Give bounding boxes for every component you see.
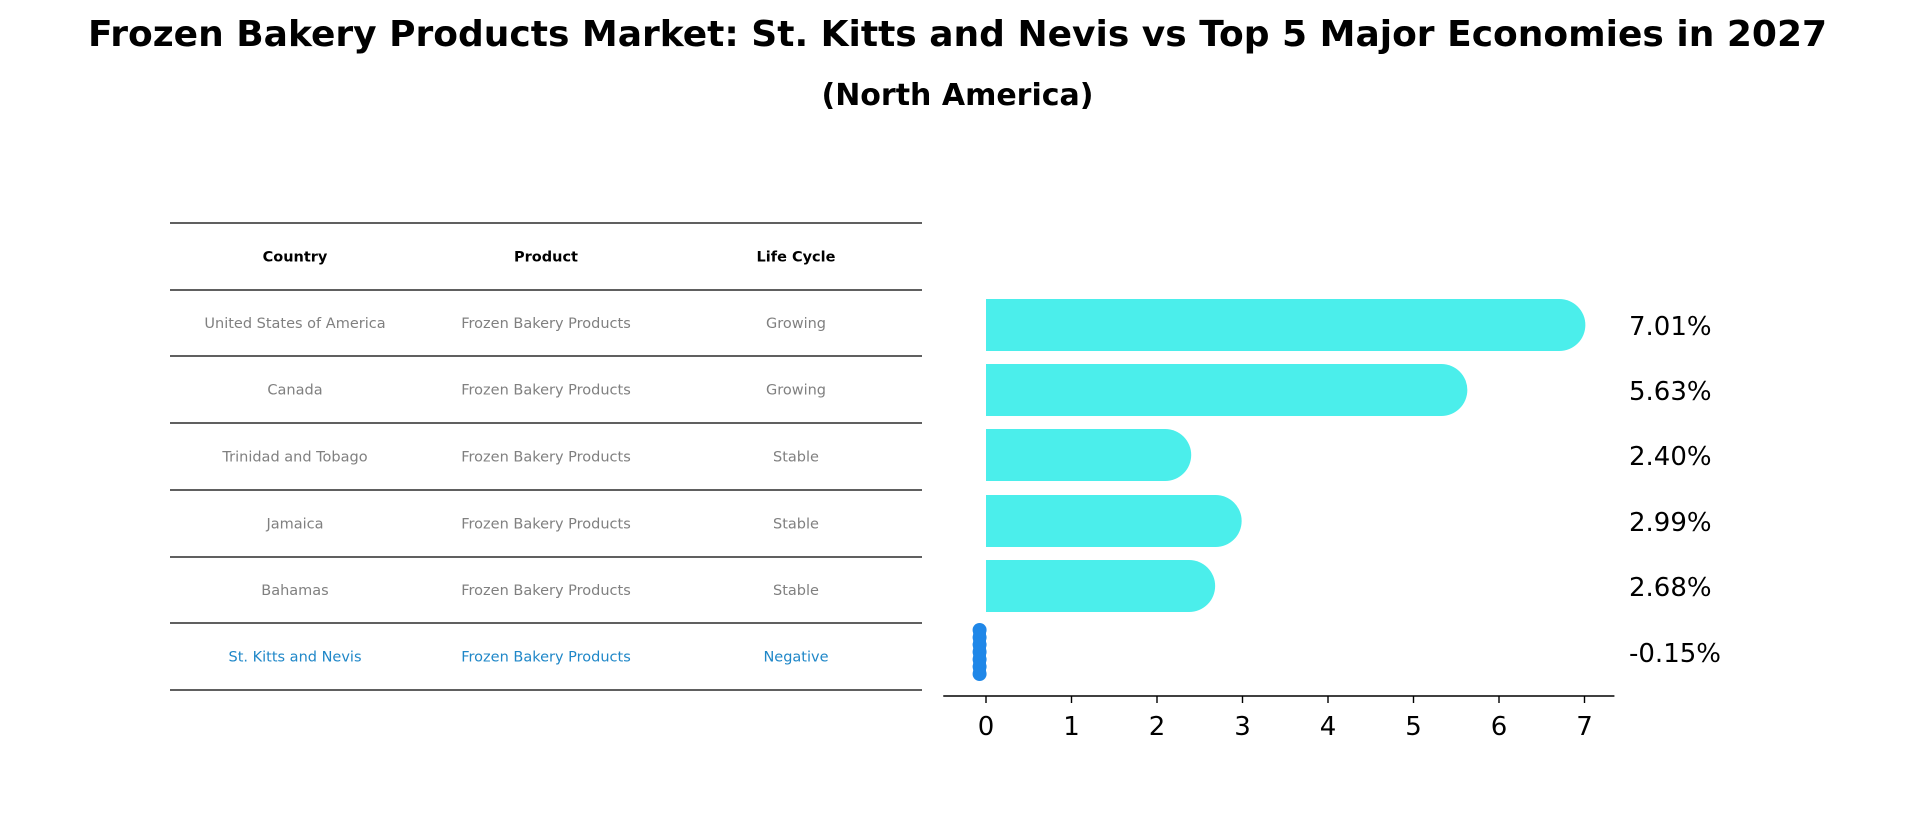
x-tick-label: 4 (1320, 712, 1337, 742)
x-tick-label: 5 (1405, 712, 1422, 742)
x-tick-label: 2 (1149, 712, 1166, 742)
x-tick-label: 0 (978, 712, 995, 742)
bar-value-label: -0.15% (1629, 639, 1721, 669)
table-cell-life-cycle: Growing (766, 316, 826, 332)
table-cell-country: Bahamas (261, 583, 328, 599)
x-tick-label: 3 (1234, 712, 1251, 742)
chart-subtitle: (North America) (821, 78, 1094, 113)
table-cell-product: Frozen Bakery Products (461, 450, 631, 466)
table-cell-product: Frozen Bakery Products (461, 383, 631, 399)
bar (986, 299, 1586, 351)
table-cell-country: United States of America (204, 316, 385, 332)
bar (986, 364, 1468, 416)
table-cell-product: Frozen Bakery Products (461, 517, 631, 533)
table-cell-life-cycle: Stable (773, 450, 819, 466)
table-cell-country: St. Kitts and Nevis (229, 650, 362, 666)
table-header: Country (263, 250, 328, 266)
table-cell-product: Frozen Bakery Products (461, 650, 631, 666)
table-cell-country: Jamaica (265, 517, 323, 533)
bar-value-label: 5.63% (1629, 377, 1712, 407)
table-cell-life-cycle: Stable (773, 583, 819, 599)
bar (986, 560, 1216, 612)
table-cell-country: Trinidad and Tobago (221, 450, 367, 466)
table-cell-life-cycle: Negative (763, 650, 828, 666)
bar (986, 495, 1242, 547)
bar-value-label: 2.68% (1629, 573, 1712, 603)
table-header: Product (514, 250, 578, 266)
table-cell-product: Frozen Bakery Products (461, 316, 631, 332)
bar (986, 429, 1192, 481)
table-header: Life Cycle (757, 250, 836, 266)
chart-title: Frozen Bakery Products Market: St. Kitts… (87, 14, 1828, 55)
table-cell-life-cycle: Growing (766, 383, 826, 399)
x-tick-label: 7 (1576, 712, 1593, 742)
table-cell-country: Canada (267, 383, 322, 399)
bar-value-label: 2.40% (1629, 442, 1712, 472)
table-cell-life-cycle: Stable (773, 517, 819, 533)
bar-highlight-dot (972, 667, 987, 681)
x-tick-label: 6 (1491, 712, 1508, 742)
bar-value-label: 7.01% (1629, 312, 1712, 342)
x-tick-label: 1 (1063, 712, 1080, 742)
bar-value-label: 2.99% (1629, 508, 1712, 538)
table-cell-product: Frozen Bakery Products (461, 583, 631, 599)
